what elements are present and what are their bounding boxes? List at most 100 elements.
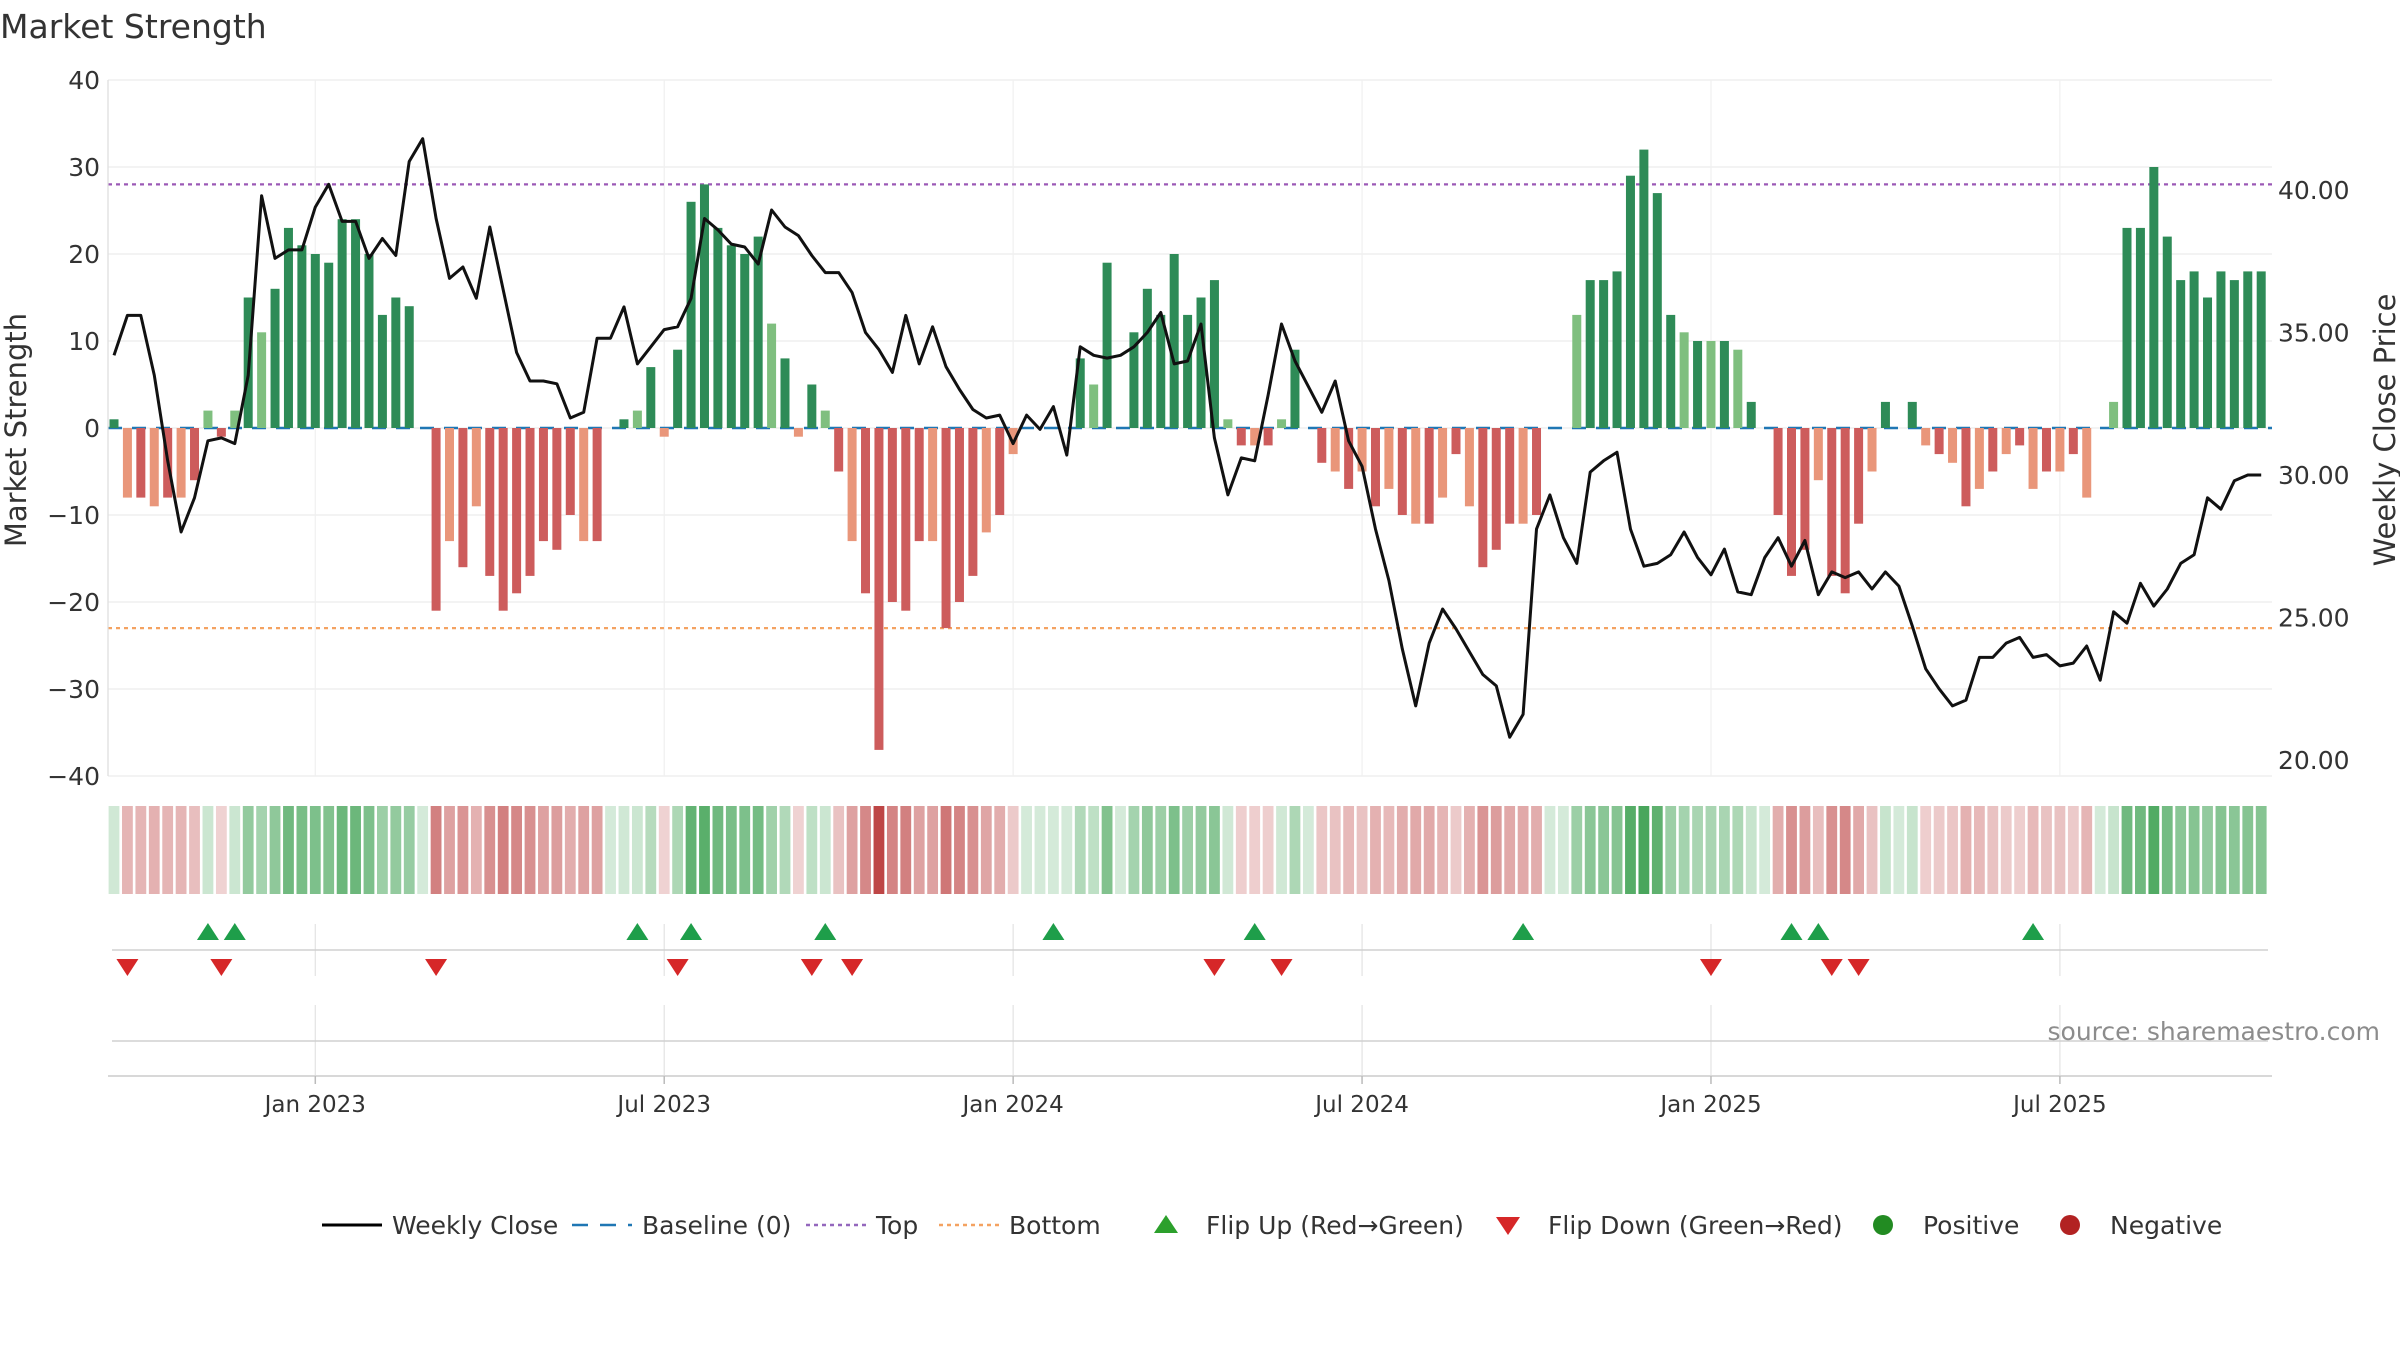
heat-cell xyxy=(1276,806,1287,894)
heat-cell xyxy=(578,806,590,894)
flip-down-marker xyxy=(1270,959,1293,976)
chart-title: Market Strength xyxy=(0,7,267,46)
heat-cell xyxy=(1625,806,1636,894)
heat-cell xyxy=(1933,806,1945,894)
strength-bar xyxy=(646,367,656,428)
heat-cell xyxy=(793,806,804,894)
strength-bar xyxy=(2015,428,2025,446)
heat-cell xyxy=(752,806,764,894)
heat-cell xyxy=(1598,806,1610,894)
strength-bar xyxy=(149,428,159,507)
strength-bar xyxy=(793,428,803,437)
strength-bar xyxy=(928,428,938,542)
strength-bar xyxy=(485,428,495,576)
heat-cell xyxy=(1490,806,1502,894)
heat-cell xyxy=(189,806,200,894)
heat-cell xyxy=(1061,806,1073,894)
strength-bar xyxy=(1921,428,1931,446)
strength-bar xyxy=(283,227,293,428)
heat-cell xyxy=(1423,806,1435,894)
legend-label: Weekly Close xyxy=(392,1211,558,1240)
heat-cell xyxy=(913,806,925,894)
strength-bar xyxy=(673,349,683,428)
y-tick-label-left: 30 xyxy=(68,153,100,182)
heat-cell xyxy=(2255,806,2267,894)
strength-bar xyxy=(2216,271,2226,428)
strength-bar xyxy=(351,219,361,428)
heat-cell xyxy=(1987,806,1999,894)
legend-label: Top xyxy=(875,1211,918,1240)
strength-bar xyxy=(1800,428,1810,550)
heat-cell xyxy=(994,806,1006,894)
heat-cell xyxy=(1329,806,1341,894)
axes: 40 30 20 10 0 −10 −20 −30 −40 40.00 35.00 30.00 25.0… xyxy=(47,66,2349,791)
strength-bar xyxy=(337,219,347,428)
strength-bar xyxy=(1102,262,1112,428)
strength-bar xyxy=(1666,314,1676,428)
strength-bar xyxy=(995,428,1005,515)
strength-bar xyxy=(1357,428,1367,472)
legend-label: Flip Up (Red→Green) xyxy=(1206,1211,1464,1240)
heat-cell xyxy=(725,806,737,894)
heat-cell xyxy=(806,806,818,894)
y-tick-label-left: 10 xyxy=(68,327,100,356)
strength-bar xyxy=(1505,428,1515,524)
heat-cell xyxy=(135,806,147,894)
heat-cell xyxy=(1343,806,1355,894)
heat-cell xyxy=(886,806,898,894)
strength-bar xyxy=(364,254,374,428)
heat-cell xyxy=(269,806,281,894)
legend-swatch-flip-down xyxy=(1496,1217,1520,1235)
heat-cell xyxy=(1222,806,1234,894)
strength-bar xyxy=(552,428,562,550)
heat-cell xyxy=(1034,806,1046,894)
strength-bar xyxy=(2041,428,2051,472)
heat-cell xyxy=(618,806,630,894)
legend-label: Positive xyxy=(1923,1211,2019,1240)
heat-cell xyxy=(900,806,912,894)
heat-cell xyxy=(1115,806,1126,894)
strength-bar xyxy=(176,428,186,498)
strength-bar xyxy=(2055,428,2065,472)
strength-bar xyxy=(861,428,871,594)
heat-cell xyxy=(873,806,885,894)
heat-cell xyxy=(1665,806,1677,894)
heat-cell xyxy=(967,806,979,894)
heat-cell xyxy=(551,806,563,894)
strength-bar xyxy=(1411,428,1421,524)
legend-label: Bottom xyxy=(1009,1211,1101,1240)
strength-bar xyxy=(820,410,830,428)
strength-bar xyxy=(203,410,213,428)
strength-bar xyxy=(538,428,548,542)
heat-cell xyxy=(336,806,348,894)
heat-cell xyxy=(1544,806,1556,894)
heat-cell xyxy=(470,806,482,894)
strength-bar xyxy=(1223,419,1233,428)
flip-down-marker xyxy=(1699,959,1722,976)
x-tick-label: Jan 2023 xyxy=(263,1092,366,1118)
heat-cell xyxy=(1759,806,1771,894)
strength-bar xyxy=(807,384,817,428)
heat-cell xyxy=(444,806,455,894)
strength-bar xyxy=(592,428,602,542)
strength-bar xyxy=(404,306,414,428)
heat-cell xyxy=(672,806,684,894)
heat-cell xyxy=(2054,806,2066,894)
heat-cell xyxy=(2228,806,2240,894)
strength-bar xyxy=(257,332,267,428)
heat-cell xyxy=(1772,806,1784,894)
strength-bar xyxy=(941,428,951,629)
strength-bar xyxy=(2068,428,2078,455)
strength-bar xyxy=(1733,349,1743,428)
strength-bar xyxy=(1813,428,1823,481)
heat-cell xyxy=(417,806,429,894)
flip-down-marker xyxy=(1820,959,1843,976)
strength-bar xyxy=(1532,428,1542,515)
strength-bar xyxy=(2149,167,2159,428)
heat-cell xyxy=(309,806,321,894)
flip-up-marker xyxy=(1807,923,1830,940)
heat-cell xyxy=(779,806,791,894)
heat-cell xyxy=(1477,806,1489,894)
heat-cell xyxy=(1786,806,1797,894)
heat-cell xyxy=(484,806,496,894)
